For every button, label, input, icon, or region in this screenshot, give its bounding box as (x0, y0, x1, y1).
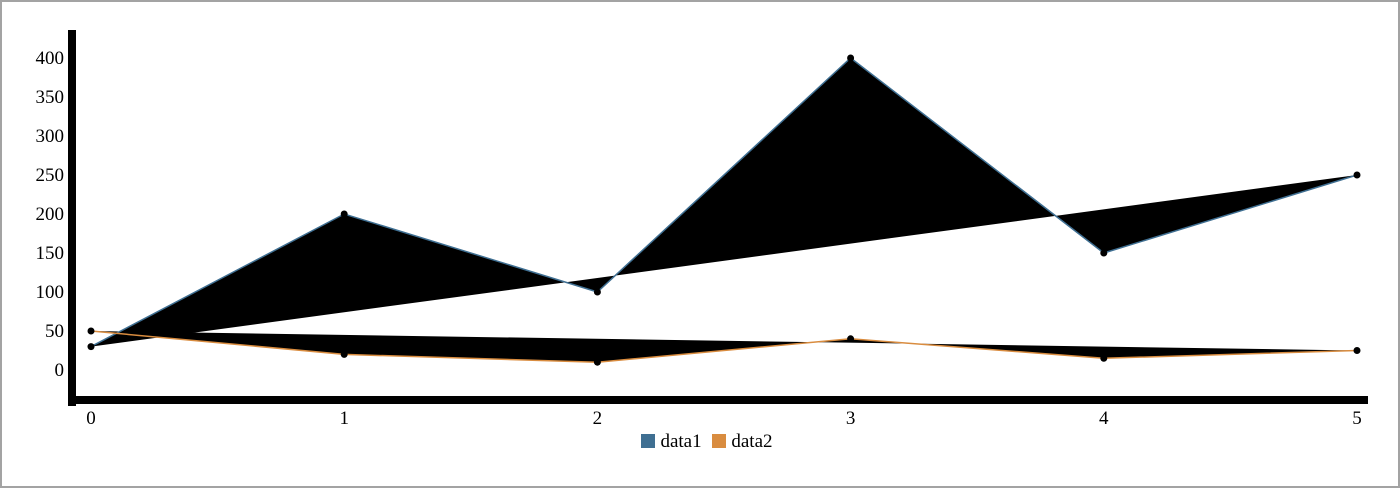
y-tick-label-200: 200 (36, 204, 65, 225)
legend-item-data1[interactable]: data1 (641, 430, 702, 454)
y-tick-label-150: 150 (36, 243, 65, 264)
legend-label-data2: data2 (731, 431, 773, 452)
data-point-data1-3[interactable] (847, 54, 855, 62)
legend-swatch-data1 (641, 434, 656, 448)
area-data1 (91, 58, 1357, 347)
line-data1 (90, 57, 1358, 348)
y-tick-label-250: 250 (36, 165, 65, 186)
data-point-data1-1[interactable] (340, 210, 348, 218)
legend: data1 data2 (0, 430, 1400, 454)
data-points[interactable] (87, 54, 1361, 366)
y-axis-line (68, 30, 76, 406)
y-tick-label-300: 300 (36, 126, 65, 147)
x-tick-label-3: 3 (846, 408, 856, 429)
data-point-data2-4[interactable] (1100, 354, 1108, 362)
area-data2 (91, 331, 1357, 363)
y-tick-label-350: 350 (36, 87, 65, 108)
y-tick-label-50: 50 (45, 321, 64, 342)
data-point-data2-0[interactable] (87, 327, 95, 335)
legend-swatch-data2 (712, 434, 727, 448)
data-point-data2-2[interactable] (593, 358, 601, 366)
line-data2 (90, 330, 1358, 363)
data-point-data1-2[interactable] (593, 288, 601, 296)
axes: 0 50 100 150 200 250 300 350 400 0 1 2 3 4 5 (36, 30, 1368, 429)
data-point-data2-5[interactable] (1353, 347, 1361, 354)
x-tick-label-0: 0 (86, 408, 96, 429)
data-point-data1-5[interactable] (1353, 171, 1361, 179)
x-axis-line (68, 396, 1368, 404)
data-point-data2-3[interactable] (847, 335, 855, 343)
data-point-data1-0[interactable] (87, 343, 95, 351)
area-fills (91, 58, 1357, 363)
x-tick-label-4: 4 (1099, 408, 1109, 429)
y-tick-label-0: 0 (55, 360, 65, 381)
legend-item-data2[interactable]: data2 (712, 430, 773, 454)
x-tick-label-2: 2 (593, 408, 603, 429)
series-lines (90, 57, 1358, 363)
x-tick-label-5: 5 (1352, 408, 1362, 429)
x-tick-label-1: 1 (339, 408, 349, 429)
data-point-data1-4[interactable] (1100, 249, 1108, 257)
y-tick-label-100: 100 (36, 282, 65, 303)
y-tick-label-400: 400 (36, 48, 65, 69)
legend-label-data1: data1 (660, 431, 702, 452)
data-point-data2-1[interactable] (340, 350, 348, 358)
